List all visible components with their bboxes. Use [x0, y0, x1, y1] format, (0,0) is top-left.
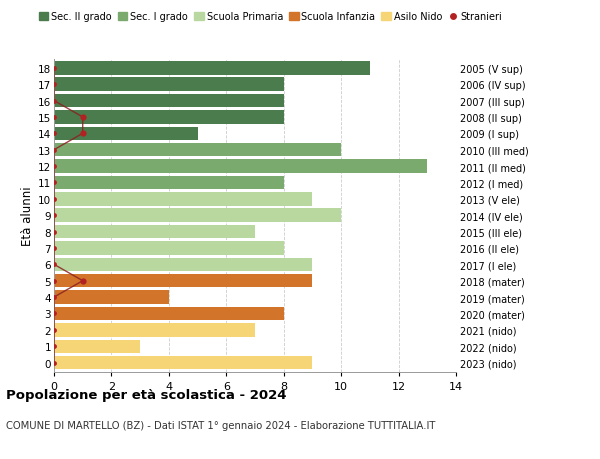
- Bar: [54, 95, 284, 108]
- Text: COMUNE DI MARTELLO (BZ) - Dati ISTAT 1° gennaio 2024 - Elaborazione TUTTITALIA.I: COMUNE DI MARTELLO (BZ) - Dati ISTAT 1° …: [6, 420, 436, 430]
- Bar: [54, 62, 370, 75]
- Bar: [54, 258, 313, 271]
- Y-axis label: Età alunni: Età alunni: [21, 186, 34, 246]
- Bar: [54, 242, 284, 255]
- Bar: [54, 160, 427, 174]
- Bar: [54, 307, 284, 320]
- Bar: [54, 193, 313, 206]
- Bar: [54, 111, 284, 124]
- Bar: [54, 209, 341, 223]
- Bar: [54, 78, 284, 92]
- Bar: [54, 274, 313, 288]
- Bar: [54, 340, 140, 353]
- Bar: [54, 176, 284, 190]
- Bar: [54, 225, 255, 239]
- Bar: [54, 291, 169, 304]
- Bar: [54, 127, 197, 141]
- Bar: [54, 144, 341, 157]
- Text: Popolazione per età scolastica - 2024: Popolazione per età scolastica - 2024: [6, 388, 287, 401]
- Bar: [54, 356, 313, 369]
- Bar: [54, 324, 255, 337]
- Legend: Sec. II grado, Sec. I grado, Scuola Primaria, Scuola Infanzia, Asilo Nido, Stran: Sec. II grado, Sec. I grado, Scuola Prim…: [35, 8, 506, 26]
